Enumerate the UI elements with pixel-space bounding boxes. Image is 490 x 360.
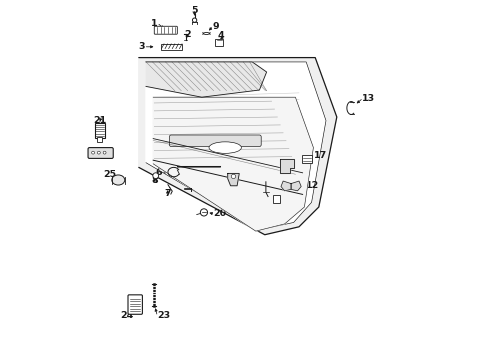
Polygon shape: [228, 174, 239, 186]
Polygon shape: [153, 97, 314, 231]
Polygon shape: [139, 58, 337, 235]
Text: 9: 9: [213, 22, 219, 31]
Text: 1: 1: [151, 19, 158, 28]
Circle shape: [193, 18, 197, 22]
Bar: [273, 195, 280, 203]
Circle shape: [200, 209, 208, 216]
Bar: [302, 155, 312, 163]
Bar: [95, 123, 104, 138]
Bar: [161, 44, 182, 50]
Text: 7: 7: [164, 189, 171, 198]
Polygon shape: [146, 62, 267, 97]
Text: 12: 12: [306, 181, 319, 190]
Text: 6: 6: [156, 167, 162, 176]
Circle shape: [103, 151, 106, 154]
Text: 22: 22: [99, 152, 113, 161]
Text: 17: 17: [314, 151, 327, 160]
Ellipse shape: [209, 142, 242, 153]
Text: 19: 19: [196, 185, 209, 194]
Text: 13: 13: [363, 94, 375, 103]
Circle shape: [98, 151, 100, 154]
Text: 24: 24: [120, 311, 133, 320]
Text: 14: 14: [274, 126, 288, 135]
Text: 23: 23: [157, 311, 171, 320]
Text: 5: 5: [192, 5, 198, 14]
Ellipse shape: [112, 175, 125, 185]
Text: 11: 11: [262, 196, 275, 204]
Text: 10: 10: [301, 157, 314, 166]
Text: 2: 2: [184, 30, 191, 39]
Text: 21: 21: [94, 116, 107, 125]
Circle shape: [92, 151, 95, 154]
FancyBboxPatch shape: [128, 295, 143, 314]
FancyBboxPatch shape: [154, 26, 177, 34]
Circle shape: [231, 174, 236, 179]
Text: 3: 3: [138, 42, 145, 51]
Text: 20: 20: [213, 210, 226, 218]
Text: 18: 18: [236, 184, 250, 193]
Text: 25: 25: [103, 171, 116, 180]
Polygon shape: [280, 159, 294, 173]
Bar: [98, 137, 102, 142]
Text: 4: 4: [218, 31, 224, 40]
Polygon shape: [281, 181, 291, 191]
Text: 8: 8: [151, 176, 158, 185]
Polygon shape: [146, 62, 326, 230]
FancyBboxPatch shape: [88, 148, 113, 158]
Circle shape: [153, 173, 159, 179]
Polygon shape: [291, 181, 301, 191]
FancyBboxPatch shape: [170, 135, 261, 147]
Bar: [216, 39, 223, 46]
Text: 15: 15: [208, 168, 221, 177]
Text: 16: 16: [280, 202, 293, 211]
